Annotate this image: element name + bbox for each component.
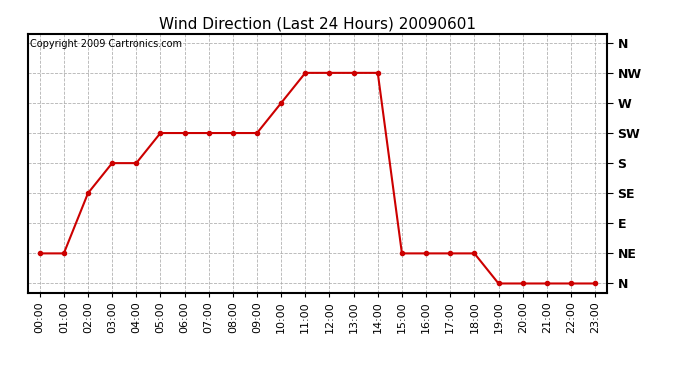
- Title: Wind Direction (Last 24 Hours) 20090601: Wind Direction (Last 24 Hours) 20090601: [159, 16, 476, 31]
- Text: Copyright 2009 Cartronics.com: Copyright 2009 Cartronics.com: [30, 39, 182, 49]
